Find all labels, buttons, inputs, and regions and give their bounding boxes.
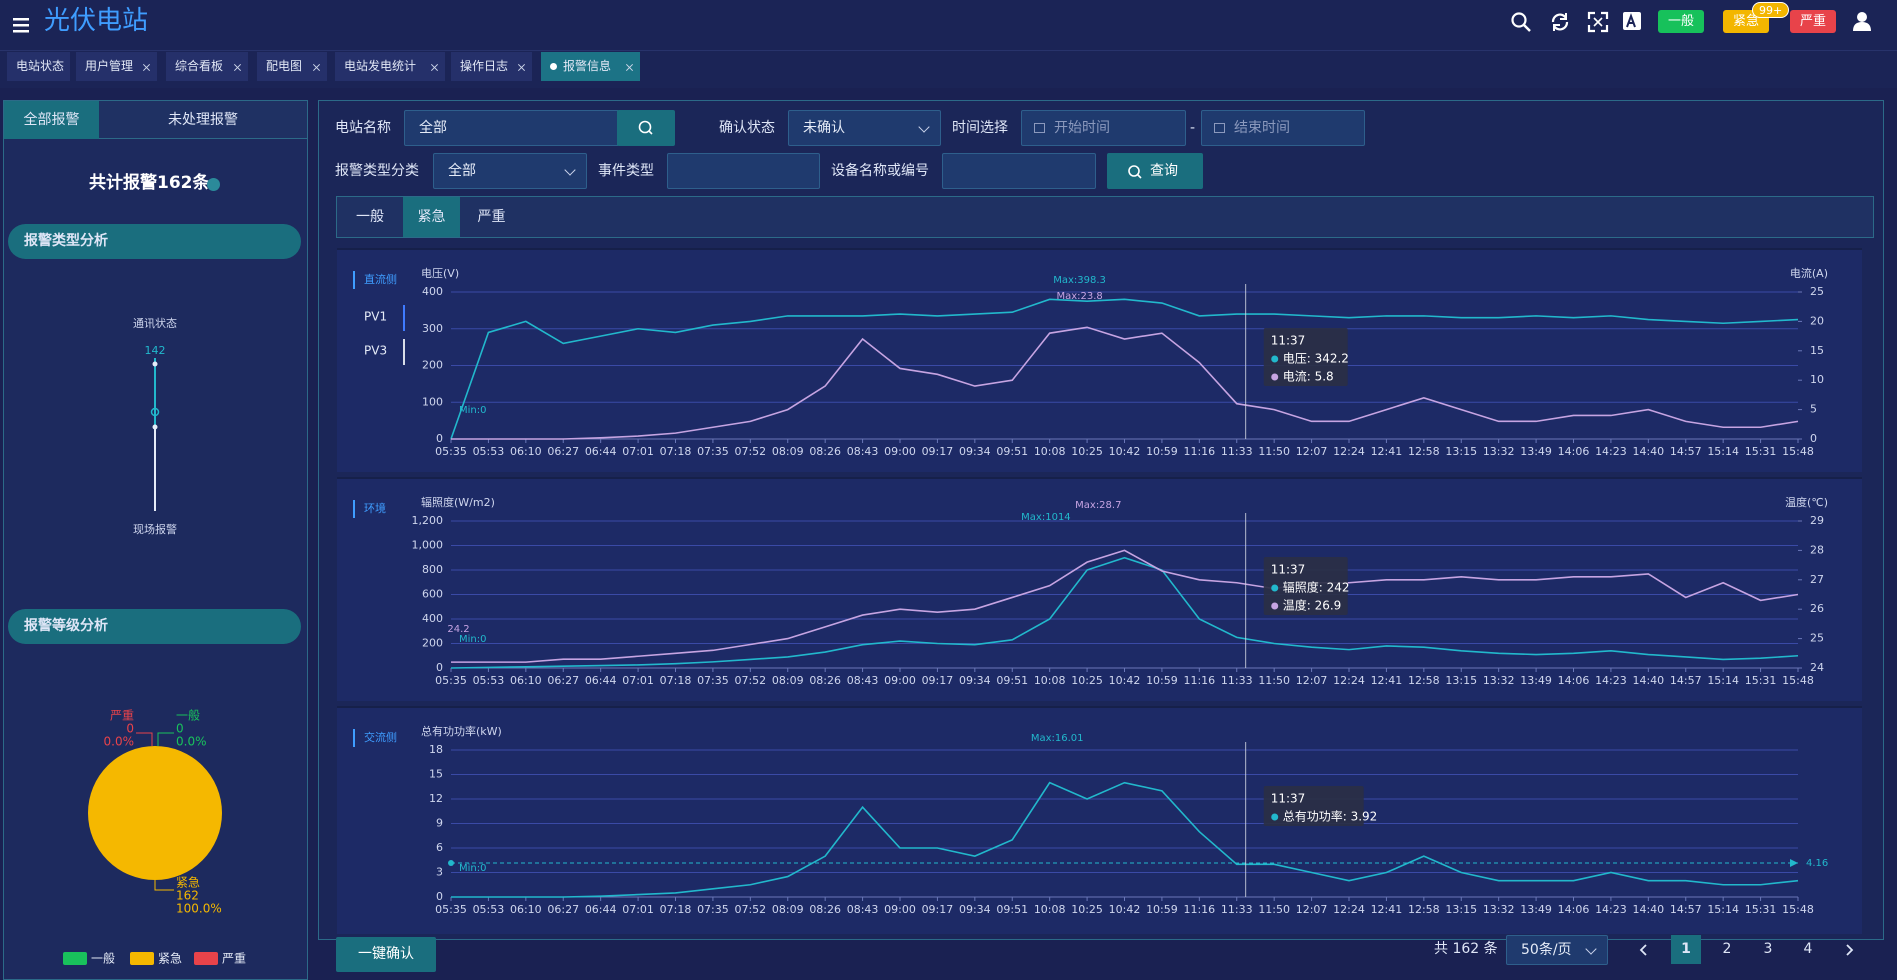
page-number[interactable]: 3 — [1763, 941, 1773, 957]
calendar-icon — [1034, 123, 1045, 133]
fullscreen-icon[interactable] — [1587, 11, 1609, 33]
search-icon — [1128, 165, 1142, 179]
tab[interactable]: 用户管理 — [76, 52, 157, 81]
app-title: 光伏电站 — [44, 6, 149, 36]
badge-severe[interactable]: 严重 — [1790, 10, 1836, 33]
page-current[interactable]: 1 — [1671, 935, 1701, 964]
level-tab[interactable]: 严重 — [477, 209, 506, 225]
calendar-icon — [1214, 123, 1225, 133]
placeholder: 开始时间 — [1054, 120, 1110, 136]
select-value: 未确认 — [803, 120, 845, 136]
user-icon[interactable] — [1851, 10, 1873, 32]
start-date[interactable]: 开始时间 — [1021, 110, 1186, 146]
section-header: 报警类型分析 — [8, 224, 301, 259]
tab[interactable]: 配电图 — [257, 52, 327, 81]
confirm-all-button[interactable]: 一键确认 — [336, 937, 436, 972]
left-tab-active[interactable]: 全部报警 — [4, 101, 99, 139]
chart-panel — [337, 248, 1862, 472]
tab-active[interactable]: 报警信息 — [541, 52, 640, 81]
device-input[interactable] — [942, 153, 1096, 189]
close-icon[interactable] — [313, 64, 320, 71]
tab-label: 报警信息 — [563, 59, 612, 73]
select-value: 全部 — [448, 163, 476, 179]
level-tab-bar — [336, 196, 1874, 238]
select-value: 50条/页 — [1521, 942, 1572, 958]
tab-label: 综合看板 — [175, 59, 224, 73]
info-icon[interactable] — [207, 178, 220, 191]
tab[interactable]: 操作日志 — [451, 52, 532, 81]
filter-label: 设备名称或编号 — [831, 163, 929, 179]
filter-label: 确认状态 — [719, 120, 775, 136]
button-label: 查询 — [1150, 163, 1178, 179]
menu-icon[interactable] — [13, 16, 33, 34]
active-dot — [550, 63, 557, 70]
search-icon — [638, 120, 653, 135]
confirm-select[interactable]: 未确认 — [788, 110, 941, 146]
level-tab-active[interactable]: 紧急 — [403, 197, 460, 237]
section-header: 报警等级分析 — [8, 609, 301, 644]
station-search-button[interactable] — [617, 110, 675, 146]
end-date[interactable]: 结束时间 — [1201, 110, 1365, 146]
close-icon[interactable] — [234, 64, 241, 71]
refresh-icon[interactable] — [1549, 11, 1571, 33]
tab[interactable]: 综合看板 — [166, 52, 248, 81]
close-icon[interactable] — [431, 64, 438, 71]
filter-label: 时间选择 — [952, 120, 1008, 136]
tab[interactable]: 电站状态 — [7, 52, 70, 81]
tab-label: 操作日志 — [460, 59, 509, 73]
left-tab[interactable]: 未处理报警 — [99, 101, 307, 139]
next-page[interactable] — [1834, 935, 1864, 964]
level-tab[interactable]: 一般 — [356, 209, 384, 225]
tab[interactable]: 电站发电统计 — [335, 52, 445, 81]
event-type-input[interactable] — [667, 153, 820, 189]
query-button[interactable]: 查询 — [1107, 153, 1203, 189]
page-size-select[interactable]: 50条/页 — [1506, 935, 1608, 965]
page-number[interactable]: 2 — [1722, 941, 1732, 957]
search-icon[interactable] — [1510, 11, 1532, 33]
chart-panel — [337, 477, 1862, 701]
header — [0, 0, 1897, 50]
close-icon[interactable] — [518, 64, 525, 71]
placeholder: 结束时间 — [1234, 120, 1290, 136]
tab-label: 电站发电统计 — [344, 59, 417, 73]
tab-label: 配电图 — [266, 59, 303, 73]
alarm-type-select[interactable]: 全部 — [433, 153, 587, 189]
close-icon[interactable] — [143, 64, 150, 71]
total-count: 共 162 条 — [1434, 941, 1498, 957]
filter-label: 事件类型 — [598, 163, 654, 179]
badge-count: 99+ — [1752, 2, 1790, 18]
chevron-right — [1846, 944, 1854, 956]
filter-label: 电站名称 — [335, 120, 391, 136]
page-number[interactable]: 4 — [1803, 941, 1813, 957]
badge-normal[interactable]: 一般 — [1658, 10, 1704, 33]
chevron-left — [1639, 944, 1647, 956]
tab-label: 用户管理 — [85, 59, 134, 73]
close-icon[interactable] — [626, 64, 633, 71]
alarm-total: 共计报警162条 — [89, 173, 210, 193]
station-select[interactable]: 全部 — [404, 110, 618, 146]
font-icon[interactable] — [1622, 11, 1644, 33]
prev-page[interactable] — [1629, 935, 1659, 964]
filter-label: 报警类型分类 — [335, 163, 419, 179]
chart-panel — [337, 706, 1862, 934]
date-separator: - — [1190, 120, 1196, 136]
